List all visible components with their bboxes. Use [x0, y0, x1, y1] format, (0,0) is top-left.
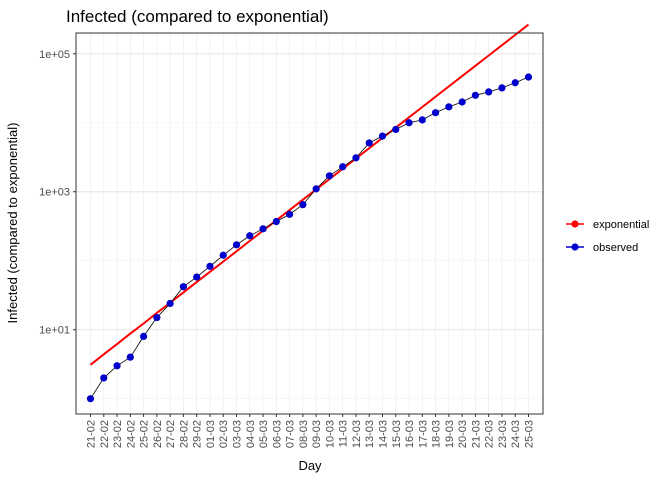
data-point-observed	[179, 283, 188, 291]
y-tick-label: 1e+03	[39, 187, 70, 199]
legend-key-point-observed	[571, 243, 579, 251]
y-tick-label: 1e+01	[39, 325, 70, 337]
data-point-observed	[219, 251, 227, 259]
x-tick-label: 24-03	[510, 420, 522, 448]
plot-border	[75, 32, 544, 415]
data-point-observed	[166, 299, 174, 308]
y-axis-title: Infected (compared to exponential)	[5, 123, 20, 324]
data-point-observed	[232, 241, 241, 249]
x-tick-label: 23-02	[112, 420, 124, 448]
legend-key-point-exponential	[571, 220, 579, 228]
series-line-exponential	[89, 23, 530, 366]
x-tick-label: 14-03	[378, 420, 390, 448]
data-point-observed	[139, 332, 148, 340]
x-tick-label: 23-03	[497, 420, 509, 448]
data-point-observed	[392, 125, 400, 134]
data-point-observed	[86, 395, 95, 403]
data-point-observed	[272, 217, 280, 226]
x-tick-label: 06-03	[271, 420, 283, 448]
x-tick-label: 11-03	[338, 420, 350, 447]
data-point-observed	[312, 185, 320, 193]
x-tick-label: 03-03	[232, 420, 244, 448]
x-tick-label: 24-02	[125, 420, 137, 448]
x-tick-label: 22-03	[484, 420, 496, 448]
data-point-observed	[285, 210, 294, 218]
data-point-observed	[458, 98, 466, 106]
data-point-observed	[418, 116, 426, 124]
data-point-observed	[339, 163, 347, 171]
x-tick-label: 21-03	[470, 420, 482, 448]
data-point-observed	[126, 353, 134, 361]
data-point-observed	[113, 362, 121, 370]
x-tick-label: 02-03	[218, 420, 230, 448]
x-tick-label: 09-03	[311, 420, 323, 448]
data-point-observed	[524, 73, 533, 81]
x-tick-label: 19-03	[444, 420, 456, 448]
x-tick-label: 27-02	[165, 420, 177, 448]
data-point-observed	[153, 313, 161, 322]
data-point-observed	[431, 109, 440, 117]
x-tick-label: 13-03	[364, 420, 376, 448]
data-point-observed	[511, 79, 519, 87]
data-point-observed	[259, 225, 267, 233]
x-tick-label: 21-02	[86, 420, 98, 448]
x-tick-label: 10-03	[324, 420, 336, 448]
x-axis-title: Day	[298, 458, 322, 473]
y-axis: 1e+01 1e+03 1e+05	[39, 49, 76, 337]
x-tick-label: 18-03	[431, 420, 443, 448]
data-point-observed	[498, 84, 506, 92]
series-line-observed	[90, 76, 529, 399]
x-tick-label: 20-03	[457, 420, 469, 448]
x-tick-label: 05-03	[258, 420, 270, 448]
x-tick-label: 16-03	[404, 420, 416, 448]
grid-major	[76, 33, 543, 414]
data-point-observed	[471, 91, 480, 99]
data-point-observed	[365, 139, 373, 147]
x-tick-label: 07-03	[285, 420, 297, 448]
legend-label-observed: observed	[593, 242, 638, 254]
x-tick-label: 04-03	[245, 420, 257, 448]
data-point-observed	[246, 232, 254, 240]
x-tick-label: 15-03	[391, 420, 403, 448]
x-tick-label: 01-03	[205, 420, 217, 448]
y-tick-label: 1e+05	[39, 49, 70, 61]
x-tick-label: 26-02	[152, 420, 164, 448]
data-point-observed	[445, 103, 453, 111]
series-layer	[86, 23, 533, 403]
x-tick-label: 08-03	[298, 420, 310, 448]
legend-label-exponential: exponential	[593, 219, 649, 231]
x-tick-label: 22-02	[99, 420, 111, 448]
legend: exponential observed	[566, 219, 649, 254]
x-tick-label: 17-03	[417, 420, 429, 448]
data-point-observed	[100, 374, 108, 382]
data-point-observed	[193, 273, 201, 281]
x-tick-label: 25-03	[524, 420, 536, 448]
grid-minor	[76, 122, 543, 399]
data-point-observed	[405, 119, 413, 127]
data-point-observed	[485, 88, 493, 96]
data-point-observed	[378, 132, 387, 140]
x-tick-label: 28-02	[178, 420, 190, 448]
plot-panel	[76, 33, 543, 414]
x-axis: 21-02 22-02 23-02 24-02 25-02 26-02 27-02 28-02…	[86, 414, 536, 448]
x-tick-label: 25-02	[139, 420, 151, 448]
chart-title: Infected (compared to exponential)	[66, 7, 329, 26]
data-point-observed	[352, 154, 360, 162]
data-point-observed	[325, 172, 334, 180]
x-tick-label: 12-03	[351, 420, 363, 448]
data-point-observed	[206, 262, 214, 270]
x-tick-label: 29-02	[192, 420, 204, 448]
data-point-observed	[299, 201, 307, 209]
